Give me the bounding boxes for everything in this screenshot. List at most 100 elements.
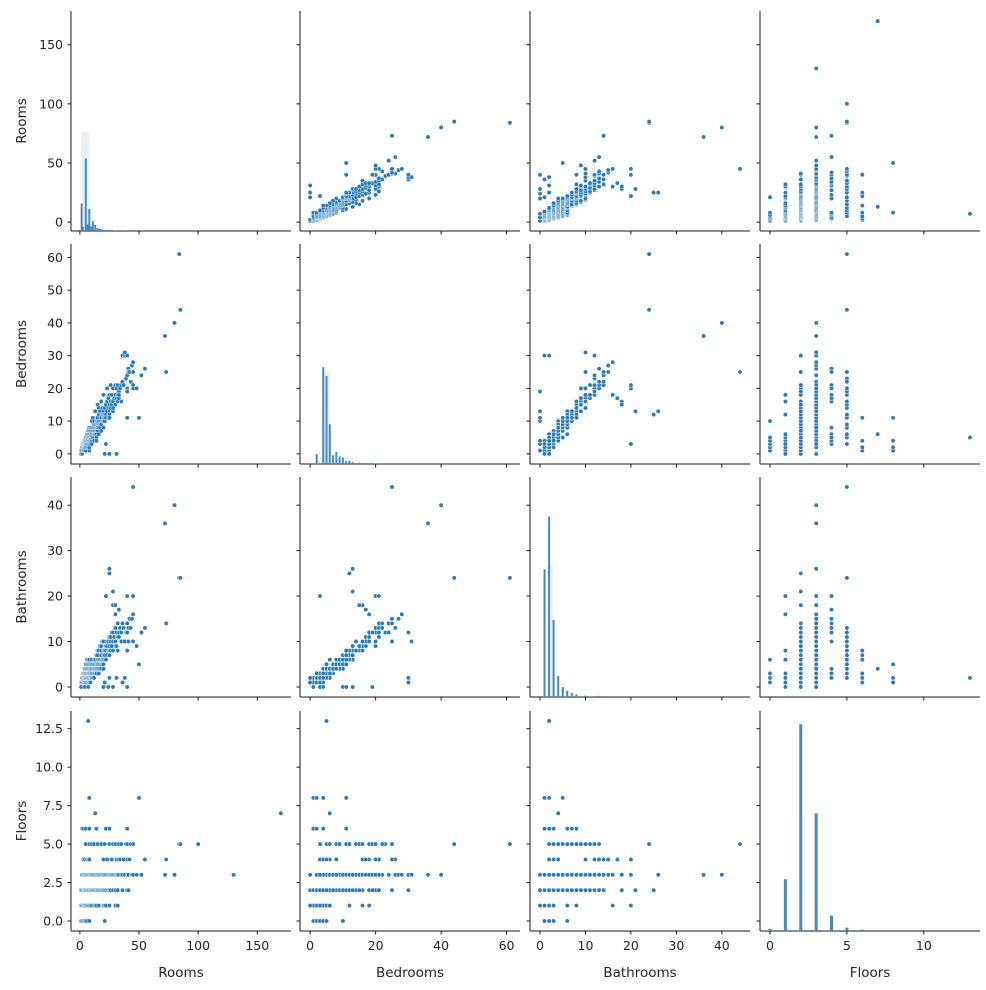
data-point (120, 887, 125, 893)
data-point (409, 174, 415, 180)
histogram-bar (341, 457, 344, 464)
data-point (343, 172, 349, 178)
data-point (327, 200, 333, 206)
data-point (346, 570, 352, 576)
data-point (327, 657, 333, 663)
data-point (389, 841, 395, 847)
data-point (875, 666, 881, 672)
data-point (560, 435, 566, 440)
data-point (875, 204, 881, 210)
histogram-bar (94, 224, 97, 231)
data-point (555, 857, 561, 862)
data-point (798, 177, 804, 182)
data-point (542, 826, 547, 832)
data-point (782, 451, 788, 457)
data-point (564, 431, 570, 437)
data-point (307, 903, 313, 909)
data-point (317, 841, 323, 847)
data-point (844, 634, 850, 640)
data-point (330, 887, 336, 893)
data-point (101, 684, 106, 690)
data-point (573, 887, 579, 893)
data-point (127, 857, 132, 862)
data-point (162, 872, 168, 878)
data-point (118, 399, 124, 404)
data-point (115, 903, 121, 909)
data-point (628, 441, 634, 447)
data-point (564, 887, 570, 893)
data-point (569, 841, 575, 847)
data-point (592, 389, 597, 395)
data-point (798, 643, 804, 649)
histogram-bar (81, 226, 84, 231)
histogram-bar (338, 456, 341, 464)
data-point (859, 444, 865, 450)
data-point (333, 666, 339, 672)
data-point (605, 857, 611, 862)
data-point (596, 841, 602, 847)
data-point (314, 826, 320, 832)
data-point (596, 872, 602, 878)
data-point (844, 441, 850, 447)
data-point (859, 190, 865, 196)
data-point (573, 186, 579, 192)
data-point (366, 634, 372, 640)
histogram-bar (860, 929, 864, 931)
data-point (829, 425, 834, 431)
data-point (798, 634, 804, 640)
data-point (542, 353, 547, 359)
data-point (813, 670, 819, 676)
data-point (546, 841, 552, 847)
data-point (350, 872, 356, 878)
data-point (813, 657, 819, 663)
data-point (646, 119, 652, 125)
data-point (569, 415, 575, 421)
data-point (859, 648, 865, 654)
histogram-bar (335, 451, 338, 464)
y-tick-label: 0 (55, 680, 63, 695)
data-point (324, 918, 329, 924)
data-point (120, 680, 125, 685)
data-point (118, 841, 124, 847)
data-point (320, 670, 326, 676)
data-point (177, 841, 183, 847)
data-point (85, 718, 91, 724)
y-tick-label: 50 (47, 155, 63, 170)
data-point (844, 307, 850, 313)
data-point (782, 200, 788, 206)
panel-rooms-vs-bathrooms (526, 11, 750, 235)
data-point (136, 415, 142, 421)
data-point (542, 209, 547, 214)
data-point (737, 841, 743, 847)
data-point (619, 887, 625, 893)
data-point (813, 684, 819, 690)
data-point (813, 520, 819, 526)
data-point (844, 643, 850, 649)
data-point (451, 119, 457, 125)
data-point (110, 405, 116, 411)
data-point (101, 392, 106, 398)
data-point (844, 431, 850, 437)
histogram-bar (552, 620, 555, 697)
data-point (337, 841, 343, 847)
x-tick-label: 20 (623, 938, 639, 953)
data-point (130, 611, 136, 617)
data-point (104, 857, 110, 862)
data-point (551, 826, 557, 832)
data-point (546, 857, 552, 862)
y-tick-label: 50 (47, 283, 63, 298)
data-point (507, 575, 513, 581)
data-point (859, 670, 865, 676)
data-point (596, 857, 602, 862)
data-point (782, 684, 788, 690)
data-point (767, 657, 773, 663)
data-point (798, 171, 804, 177)
scatter-points (767, 484, 973, 690)
y-tick-label: 10.0 (35, 760, 63, 775)
data-point (324, 718, 329, 724)
data-point (782, 593, 788, 599)
data-point (829, 369, 834, 375)
data-point (813, 593, 819, 599)
data-point (610, 903, 616, 909)
data-point (798, 602, 804, 608)
